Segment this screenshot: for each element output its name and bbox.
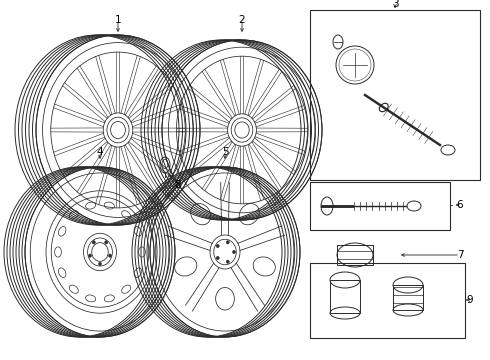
Text: 9: 9	[466, 295, 473, 305]
Bar	[310, 263, 465, 338]
Ellipse shape	[216, 256, 219, 260]
Text: 7: 7	[457, 250, 464, 260]
Ellipse shape	[226, 260, 229, 264]
Bar	[393, 285, 423, 310]
Bar	[310, 10, 480, 180]
Bar	[337, 245, 373, 265]
Ellipse shape	[92, 241, 96, 244]
Text: 6: 6	[457, 200, 464, 210]
Ellipse shape	[89, 254, 92, 257]
Text: 8: 8	[175, 180, 181, 190]
Ellipse shape	[108, 254, 112, 257]
Text: 1: 1	[115, 15, 122, 25]
Text: 4: 4	[97, 147, 103, 157]
Ellipse shape	[216, 244, 219, 248]
Text: 2: 2	[239, 15, 245, 25]
Bar	[310, 182, 450, 230]
Ellipse shape	[232, 250, 236, 254]
Ellipse shape	[105, 241, 108, 244]
Text: 3: 3	[392, 0, 398, 9]
Bar	[330, 280, 360, 313]
Ellipse shape	[226, 240, 229, 244]
Ellipse shape	[98, 262, 101, 266]
Text: 5: 5	[221, 147, 228, 157]
